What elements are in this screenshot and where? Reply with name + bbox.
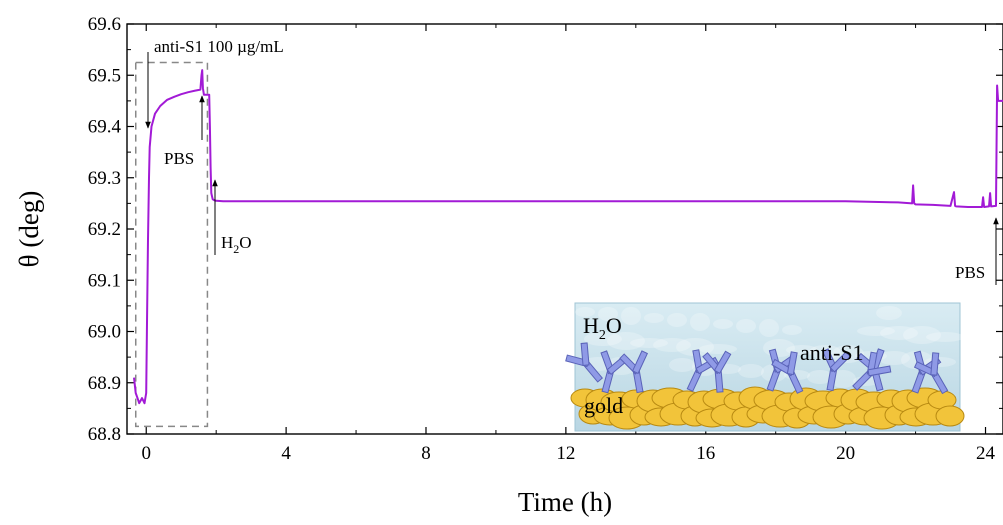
y-axis-title: θ (deg) [14, 191, 44, 268]
antibody-y-shape [771, 351, 804, 394]
water-texture-blob [738, 364, 764, 378]
x-tick-label: 20 [836, 443, 855, 464]
inset-water-label: H2O [583, 313, 622, 343]
antibody-y-shape [821, 348, 851, 392]
y-tick-label: 69.3 [88, 168, 121, 189]
y-tick-label: 68.9 [88, 373, 121, 394]
antibody-y-shape [852, 351, 892, 391]
y-tick-label: 69.5 [88, 65, 121, 86]
tick-labels: 0 4 8 12 16 20 24 68.8 68.9 69.0 69.1 69.2 69.3 69.4 6… [88, 14, 996, 464]
series-line [133, 69, 1003, 405]
y-tick-label: 69.2 [88, 219, 121, 240]
water-texture-blob [644, 313, 664, 323]
y-tick-label: 68.8 [88, 424, 121, 445]
annotation-pbs-2: PBS [955, 263, 985, 282]
water-texture-blob [598, 307, 618, 321]
water-texture-blob [713, 319, 733, 329]
water-texture-blob [676, 338, 714, 356]
y-tick-label: 69.4 [88, 117, 122, 138]
inset-gold-layer [570, 386, 965, 430]
tick-marks [127, 23, 1003, 435]
water-texture-blob [630, 338, 668, 348]
water-texture-blob [584, 332, 622, 346]
water-texture-blob [926, 332, 964, 342]
x-axis-title: Time (h) [518, 487, 612, 517]
water-texture-blob [759, 319, 779, 337]
water-texture-blob [903, 326, 941, 344]
water-texture-blob [782, 325, 802, 335]
y-tick-label: 69.0 [88, 322, 121, 343]
annotation-h2o: H2O [221, 233, 252, 256]
water-texture-blob [575, 307, 595, 317]
x-tick-label: 0 [141, 443, 151, 464]
annotation-pbs-1: PBS [164, 149, 194, 168]
inset-illustration: H2O anti-S1 gold [565, 302, 965, 432]
antibody-y-shape [619, 350, 649, 394]
water-texture-blob [621, 307, 641, 325]
water-texture-blob [653, 338, 691, 352]
water-texture-blob [880, 326, 918, 340]
x-tick-label: 16 [696, 443, 715, 464]
x-tick-label: 24 [976, 443, 996, 464]
x-tick-label: 4 [281, 443, 291, 464]
x-tick-label: 12 [556, 443, 575, 464]
water-texture-blob [876, 306, 902, 320]
annotations: anti-S1 100 µg/mL PBS H2O PBS [145, 37, 999, 285]
inset-gold-label: gold [584, 393, 623, 418]
water-texture-blob [607, 332, 645, 350]
y-tick-label: 69.6 [88, 14, 121, 35]
water-texture-blob [669, 358, 695, 372]
y-tick-label: 69.1 [88, 270, 121, 291]
dashed-highlight-box [134, 61, 209, 428]
water-texture-blob [878, 351, 910, 365]
water-texture-blob [699, 344, 737, 354]
water-texture-blob [736, 319, 756, 333]
antibody-y-shape [702, 350, 732, 393]
x-tick-label: 8 [421, 443, 431, 464]
water-texture-blob [667, 313, 687, 327]
water-texture-blob [857, 326, 895, 336]
water-texture-blob [807, 370, 833, 384]
water-texture-blob [690, 313, 710, 331]
antibody-y-shape [913, 352, 949, 395]
water-texture-blob [830, 370, 856, 388]
antibody-y-shape [565, 342, 604, 383]
gold-particle [935, 405, 965, 427]
inset-antibody-label: anti-S1 [800, 340, 864, 365]
annotation-anti-s1: anti-S1 100 µg/mL [154, 37, 284, 56]
inset-antibodies [565, 342, 949, 395]
